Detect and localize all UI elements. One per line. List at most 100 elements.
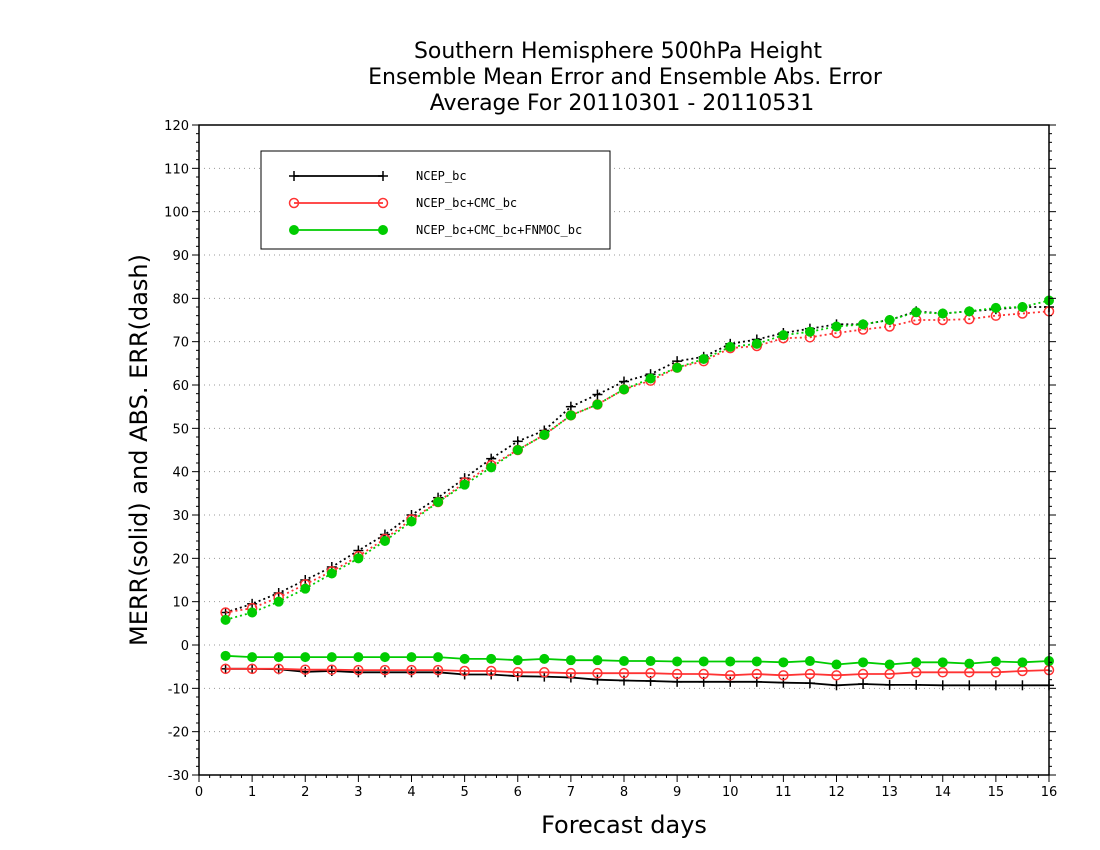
- title-line-2: Ensemble Mean Error and Ensemble Abs. Er…: [368, 65, 883, 90]
- merr-point: [725, 670, 736, 681]
- y-tick-label: 60: [172, 379, 189, 394]
- abs-err-point: [512, 445, 523, 455]
- merr-point: [619, 656, 629, 667]
- abs-err-point: [565, 401, 576, 412]
- y-tick-label: -30: [168, 769, 189, 784]
- merr-point: [911, 657, 922, 668]
- abs-err-line-1: [225, 310, 1050, 614]
- merr-point: [990, 656, 1001, 667]
- abs-err-point: [326, 568, 337, 579]
- abs-err-point: [512, 436, 523, 447]
- merr-point: [485, 665, 497, 677]
- x-tick-label: 11: [775, 785, 792, 800]
- merr-point: [831, 659, 842, 670]
- x-tick-label: 3: [354, 785, 362, 800]
- abs-err-point: [273, 596, 284, 607]
- abs-err-point: [353, 553, 364, 564]
- merr-point: [884, 659, 895, 670]
- series-layer: [220, 295, 1055, 691]
- merr-point: [698, 668, 709, 680]
- y-tick-label: 70: [172, 336, 189, 351]
- merr-point: [353, 664, 364, 676]
- merr-point: [990, 667, 1002, 678]
- abs-err-point: [486, 453, 497, 464]
- merr-point: [910, 667, 922, 678]
- abs-err-point: [964, 306, 975, 317]
- abs-err-line-0: [225, 306, 1049, 614]
- merr-point: [804, 678, 815, 689]
- x-tick-label: 7: [567, 785, 575, 800]
- x-tick-label: 15: [988, 785, 1005, 800]
- abs-err-point: [725, 341, 736, 352]
- y-tick-label: 30: [172, 509, 189, 524]
- merr-point: [884, 679, 895, 690]
- merr-point: [459, 665, 470, 677]
- merr-point: [539, 667, 550, 678]
- abs-err-point: [884, 315, 895, 325]
- abs-err-point: [778, 330, 789, 341]
- y-tick-label: 10: [172, 596, 189, 611]
- merr-point: [804, 656, 815, 667]
- merr-point: [1017, 680, 1028, 691]
- merr-point: [273, 663, 284, 675]
- title-line-1: Southern Hemisphere 500hPa Height: [414, 39, 822, 64]
- legend-label: NCEP_bc+CMC_bc: [416, 196, 517, 210]
- abs-err-point: [247, 607, 258, 618]
- merr-point: [858, 657, 869, 668]
- merr-point: [220, 663, 231, 675]
- abs-err-point: [220, 614, 231, 625]
- y-tick-label: 80: [172, 292, 189, 307]
- merr-point: [565, 655, 576, 666]
- y-axis-label: MERR(solid) and ABS. ERR(dash): [125, 254, 153, 646]
- x-tick-label: 9: [673, 785, 681, 800]
- merr-point: [565, 667, 577, 679]
- merr-point: [326, 664, 338, 675]
- x-tick-label: 10: [722, 785, 739, 800]
- abs-err-point: [379, 536, 390, 546]
- abs-err-point: [804, 326, 815, 337]
- merr-point: [592, 655, 603, 666]
- merr-point: [937, 657, 948, 668]
- legend: NCEP_bc NCEP_bc+CMC_bc NCEP_bc+CMC_bc+FNMO…: [260, 150, 611, 250]
- merr-point: [326, 652, 337, 663]
- merr-point: [379, 652, 390, 663]
- x-tick-label: 14: [934, 785, 951, 800]
- abs-err-point: [619, 384, 629, 395]
- merr-point: [990, 680, 1001, 691]
- abs-err-point: [698, 354, 709, 364]
- abs-err-point: [751, 338, 762, 349]
- abs-err-point: [672, 362, 683, 373]
- x-tick-label: 16: [1041, 785, 1058, 800]
- x-tick-label: 12: [828, 785, 845, 800]
- abs-err-line-2: [225, 299, 1050, 621]
- merr-point: [618, 667, 630, 679]
- merr-point: [539, 653, 550, 664]
- abs-err-point: [592, 399, 603, 410]
- merr-point: [300, 652, 311, 663]
- merr-point: [645, 656, 656, 667]
- x-tick-label: 2: [301, 785, 309, 800]
- merr-point: [857, 668, 869, 680]
- abs-err-point: [300, 583, 311, 594]
- merr-point: [459, 653, 470, 664]
- y-tick-label: 100: [164, 206, 189, 221]
- series-1: [220, 306, 1055, 681]
- legend-entry-0: NCEP_bc: [289, 169, 467, 183]
- x-tick-label: 13: [881, 785, 898, 800]
- merr-point: [751, 668, 763, 680]
- merr-point: [671, 668, 683, 680]
- merr-point: [645, 667, 656, 679]
- merr-point: [725, 676, 736, 687]
- legend-marker: [378, 171, 388, 181]
- y-tick-label: 40: [172, 466, 189, 481]
- abs-err-point: [858, 319, 869, 330]
- merr-point: [1017, 657, 1028, 668]
- y-tick-label: 110: [164, 162, 189, 177]
- merr-point: [964, 658, 975, 669]
- merr-point: [220, 650, 231, 661]
- merr-point: [486, 653, 497, 664]
- x-axis-label: Forecast days: [541, 811, 707, 839]
- abs-err-point: [486, 462, 497, 473]
- legend-label: NCEP_bc+CMC_bc+FNMOC_bc: [416, 223, 582, 237]
